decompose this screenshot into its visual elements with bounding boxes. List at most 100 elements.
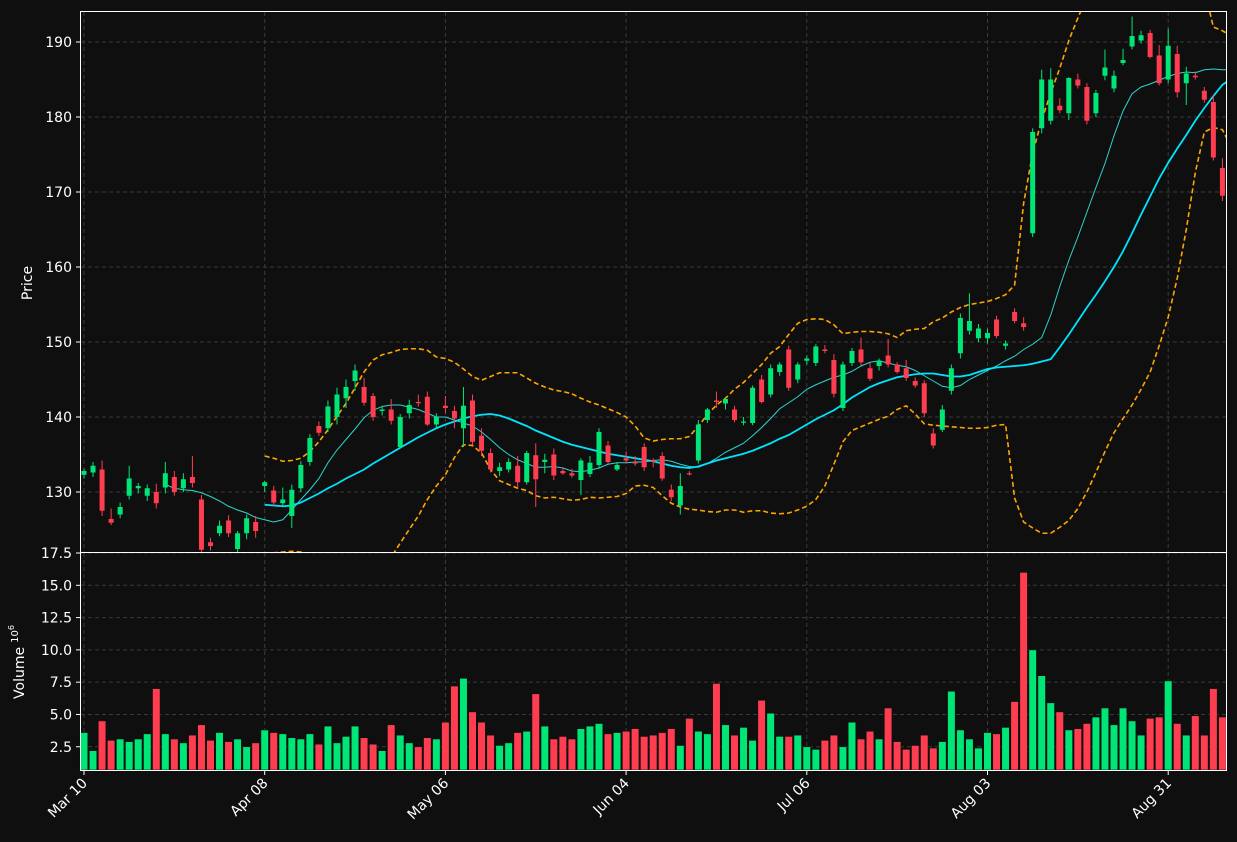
candle <box>1210 94 1216 161</box>
volume-bar <box>531 693 540 771</box>
candle <box>1012 308 1018 324</box>
candle <box>768 364 774 398</box>
candle <box>343 379 349 408</box>
volume-bar <box>369 743 378 771</box>
volume-bars <box>79 572 1227 771</box>
candle-body <box>280 499 286 504</box>
candle <box>813 344 819 366</box>
candle-body <box>506 462 512 470</box>
volume-bar <box>1118 707 1128 771</box>
candle-body <box>352 370 358 381</box>
candle-body <box>795 364 801 380</box>
candle <box>1111 70 1117 93</box>
candle-body <box>253 522 259 531</box>
candle <box>1219 158 1225 201</box>
candle-body <box>307 438 313 462</box>
price-tick-label: 160 <box>45 260 72 276</box>
candle-body <box>686 473 692 475</box>
candle <box>99 460 105 516</box>
candle <box>379 405 385 416</box>
volume-bar <box>206 739 215 771</box>
volume-bar <box>1191 715 1200 771</box>
candle-body <box>741 421 747 423</box>
candle-body <box>262 482 268 486</box>
candle-body <box>966 321 972 331</box>
volume-bar <box>495 745 504 771</box>
candle-body <box>271 490 277 503</box>
candle <box>605 441 611 464</box>
candle-body <box>632 462 638 464</box>
volume-bar <box>1010 701 1019 771</box>
candle <box>470 394 476 446</box>
candle <box>704 408 710 423</box>
candle <box>144 484 150 501</box>
candle-body <box>623 458 629 461</box>
volume-bar <box>1064 729 1073 771</box>
candle-body <box>343 387 349 399</box>
volume-bar <box>974 747 983 771</box>
volume-bar <box>730 734 739 771</box>
volume-bar <box>676 745 685 771</box>
volume-bar <box>1001 727 1010 771</box>
candle-body <box>713 400 719 402</box>
candle-body <box>1057 105 1063 111</box>
candle <box>361 378 367 406</box>
candle-body <box>162 473 168 488</box>
candle-body <box>677 486 683 506</box>
volume-bar <box>992 733 1001 771</box>
candle <box>786 345 792 391</box>
candle-body <box>108 519 114 523</box>
volume-bar <box>1182 734 1191 771</box>
candle-body <box>180 479 186 489</box>
candle <box>876 358 882 371</box>
candle-body <box>849 351 855 363</box>
volume-bar <box>441 721 450 771</box>
volume-bar <box>486 734 495 771</box>
candle <box>650 458 656 468</box>
candle-body <box>415 402 421 404</box>
volume-bar <box>296 738 305 771</box>
volume-bar <box>88 750 98 771</box>
candle <box>587 456 593 477</box>
candle <box>759 375 765 404</box>
candle-body <box>497 467 503 471</box>
candle <box>180 473 186 492</box>
candle <box>280 487 286 507</box>
candle <box>244 514 250 540</box>
volume-bar <box>423 737 432 771</box>
volume-bar <box>766 712 775 771</box>
volume-bar <box>775 736 784 771</box>
volume-bar <box>540 725 549 771</box>
candle-body <box>759 379 765 402</box>
candle <box>352 364 358 391</box>
volume-bar <box>576 728 586 771</box>
volume-bar <box>829 734 839 771</box>
volume-bar <box>341 736 351 771</box>
volume-bar <box>1046 702 1055 771</box>
candle-body <box>424 396 430 425</box>
candle-body <box>406 405 412 414</box>
candle <box>271 486 277 506</box>
candle-body <box>90 465 96 473</box>
volume-bar <box>956 729 965 771</box>
price-tick-label: 190 <box>45 35 72 51</box>
candle <box>90 462 96 477</box>
price-tick-label: 180 <box>45 110 72 126</box>
candle <box>506 458 512 473</box>
candle <box>885 339 891 368</box>
candle-body <box>1147 33 1153 57</box>
candle <box>1120 48 1126 66</box>
volume-bar <box>1127 720 1137 771</box>
candle <box>921 380 927 417</box>
candle <box>831 354 837 398</box>
candle <box>750 385 756 426</box>
volume-bar <box>504 742 513 771</box>
bollinger-bands <box>264 12 1226 552</box>
candle-body <box>388 409 394 421</box>
volume-bar <box>558 736 567 771</box>
candle-body <box>750 387 756 423</box>
candle-body <box>587 462 593 474</box>
volume-bar <box>152 688 161 771</box>
candle-body <box>1066 78 1072 114</box>
volume-bar <box>802 746 811 771</box>
